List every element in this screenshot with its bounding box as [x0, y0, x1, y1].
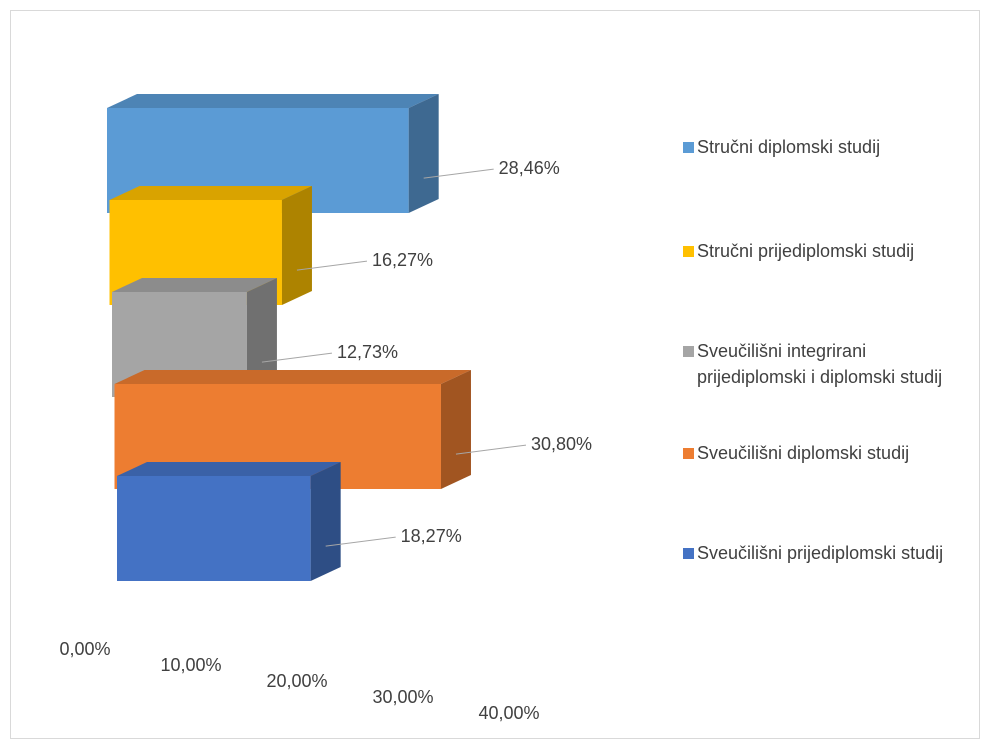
leader-line — [423, 168, 494, 179]
data-label: 12,73% — [337, 342, 398, 362]
legend-swatch — [683, 448, 694, 459]
legend-swatch — [683, 346, 694, 357]
x-tick-label: 10,00% — [160, 655, 221, 675]
data-label: 28,46% — [499, 158, 560, 178]
legend-label: Sveučilišni diplomski studij — [697, 443, 910, 463]
bar — [117, 476, 311, 581]
leader-line — [261, 352, 333, 363]
bar-side — [281, 186, 312, 305]
chart-frame — [10, 10, 980, 739]
data-label: 18,27% — [401, 526, 462, 546]
data-label: 30,80% — [531, 434, 592, 454]
legend-label: Stručni diplomski studij — [697, 137, 881, 157]
bar-top — [109, 186, 312, 200]
legend-swatch — [683, 548, 694, 559]
x-tick-label: 20,00% — [266, 671, 327, 691]
data-label: 16,27% — [372, 250, 433, 270]
bar-top — [107, 94, 439, 108]
legend-label: Stručni prijediplomski studij — [697, 241, 915, 261]
x-tick-label: 0,00% — [59, 639, 110, 659]
bar-top — [112, 278, 277, 292]
legend-label: Sveučilišni integrirani prijediplomski i… — [697, 341, 943, 387]
leader-line — [455, 444, 527, 455]
x-tick-label: 40,00% — [478, 703, 539, 723]
bar-side — [246, 278, 277, 397]
leader-line — [296, 260, 368, 271]
legend-swatch — [683, 246, 694, 257]
bar-side — [440, 370, 471, 489]
bar-side — [310, 462, 341, 581]
leader-line — [325, 536, 396, 547]
bar-top — [114, 370, 471, 384]
legend-swatch — [683, 142, 694, 153]
x-tick-label: 30,00% — [372, 687, 433, 707]
bar-side — [408, 94, 439, 213]
legend-label: Sveučilišni prijediplomski studij — [697, 543, 944, 563]
bar-top — [117, 462, 341, 476]
